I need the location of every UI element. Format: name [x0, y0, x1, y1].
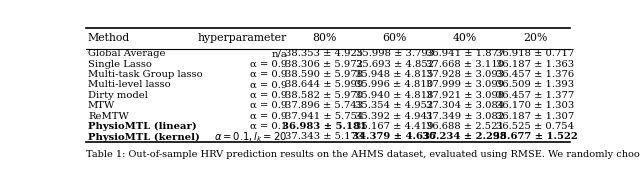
Text: 36.457 ± 1.377: 36.457 ± 1.377 [496, 91, 574, 100]
Text: 35.677 ± 1.522: 35.677 ± 1.522 [493, 132, 577, 142]
Text: 37.349 ± 3.082: 37.349 ± 3.082 [426, 112, 504, 121]
Text: α = 0.1: α = 0.1 [250, 122, 287, 131]
Text: 35.167 ± 4.419: 35.167 ± 4.419 [355, 122, 434, 131]
Text: 36.688 ± 2.521: 36.688 ± 2.521 [426, 122, 504, 131]
Text: 38.582 ± 5.970: 38.582 ± 5.970 [285, 91, 364, 100]
Text: n/a: n/a [271, 49, 287, 58]
Text: Dirty model: Dirty model [88, 91, 148, 100]
Text: $\alpha = 0.1, l_k = 20$: $\alpha = 0.1, l_k = 20$ [214, 130, 287, 144]
Text: 36.170 ± 1.303: 36.170 ± 1.303 [496, 101, 574, 110]
Text: Global Average: Global Average [88, 49, 165, 58]
Text: hyperparameter: hyperparameter [198, 33, 287, 43]
Text: 37.304 ± 3.084: 37.304 ± 3.084 [426, 101, 504, 110]
Text: Table 1: Out-of-sample HRV prediction results on the AHMS dataset, evaluated usi: Table 1: Out-of-sample HRV prediction re… [86, 150, 640, 159]
Text: 37.941 ± 5.754: 37.941 ± 5.754 [285, 112, 364, 121]
Text: 80%: 80% [312, 33, 337, 43]
Text: 60%: 60% [382, 33, 407, 43]
Text: ReMTW: ReMTW [88, 112, 129, 121]
Text: 36.525 ± 0.754: 36.525 ± 0.754 [496, 122, 574, 131]
Text: 36.509 ± 1.393: 36.509 ± 1.393 [496, 80, 574, 90]
Text: 38.306 ± 5.972: 38.306 ± 5.972 [285, 60, 364, 69]
Text: 35.940 ± 4.818: 35.940 ± 4.818 [355, 91, 434, 100]
Text: Multi-task Group lasso: Multi-task Group lasso [88, 70, 203, 79]
Text: 36.457 ± 1.376: 36.457 ± 1.376 [496, 70, 574, 79]
Text: α = 0.9: α = 0.9 [250, 70, 287, 79]
Text: 36.941 ± 1.877: 36.941 ± 1.877 [426, 49, 504, 58]
Text: 36.918 ± 0.717: 36.918 ± 0.717 [496, 49, 574, 58]
Text: 35.693 ± 4.852: 35.693 ± 4.852 [355, 60, 434, 69]
Text: PhysioMTL (kernel): PhysioMTL (kernel) [88, 132, 200, 142]
Text: 34.379 ± 4.637: 34.379 ± 4.637 [352, 132, 437, 142]
Text: 37.343 ± 5.173: 37.343 ± 5.173 [285, 132, 364, 142]
Text: 38.644 ± 5.999: 38.644 ± 5.999 [285, 80, 364, 90]
Text: 36.983 ± 5.181: 36.983 ± 5.181 [282, 122, 367, 131]
Text: 35.392 ± 4.941: 35.392 ± 4.941 [355, 112, 434, 121]
Text: 37.999 ± 3.099: 37.999 ± 3.099 [426, 80, 504, 90]
Text: 37.896 ± 5.743: 37.896 ± 5.743 [285, 101, 364, 110]
Text: 20%: 20% [523, 33, 547, 43]
Text: 40%: 40% [452, 33, 477, 43]
Text: PhysioMTL (linear): PhysioMTL (linear) [88, 122, 196, 131]
Text: 38.590 ± 5.978: 38.590 ± 5.978 [285, 70, 364, 79]
Text: 37.668 ± 3.110: 37.668 ± 3.110 [426, 60, 504, 69]
Text: Multi-level lasso: Multi-level lasso [88, 80, 171, 90]
Text: 36.187 ± 1.307: 36.187 ± 1.307 [496, 112, 574, 121]
Text: 35.354 ± 4.952: 35.354 ± 4.952 [355, 101, 434, 110]
Text: 35.996 ± 4.810: 35.996 ± 4.810 [355, 80, 434, 90]
Text: α = 0.9: α = 0.9 [250, 101, 287, 110]
Text: Method: Method [88, 33, 130, 43]
Text: 36.234 ± 2.298: 36.234 ± 2.298 [422, 132, 507, 142]
Text: α = 0.9: α = 0.9 [250, 60, 287, 69]
Text: Single Lasso: Single Lasso [88, 60, 152, 69]
Text: 38.353 ± 4.925: 38.353 ± 4.925 [285, 49, 364, 58]
Text: α = 0.9: α = 0.9 [250, 80, 287, 90]
Text: 35.948 ± 4.815: 35.948 ± 4.815 [355, 70, 434, 79]
Text: α = 0.9: α = 0.9 [250, 91, 287, 100]
Text: α = 0.9: α = 0.9 [250, 112, 287, 121]
Text: 36.187 ± 1.363: 36.187 ± 1.363 [496, 60, 574, 69]
Text: 37.921 ± 3.098: 37.921 ± 3.098 [426, 91, 504, 100]
Text: 37.928 ± 3.093: 37.928 ± 3.093 [426, 70, 504, 79]
Text: 35.998 ± 3.793: 35.998 ± 3.793 [355, 49, 434, 58]
Text: MTW: MTW [88, 101, 115, 110]
